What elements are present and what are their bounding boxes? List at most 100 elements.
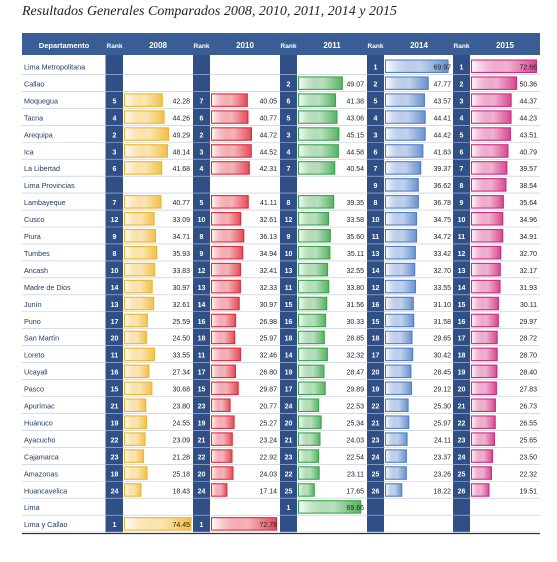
value-2011: 28.47 bbox=[346, 370, 364, 377]
bar-2011 bbox=[297, 76, 343, 90]
rank-2010: 4 bbox=[200, 166, 204, 173]
rank-2010: 7 bbox=[200, 98, 204, 105]
value-2015: 29.97 bbox=[519, 319, 537, 326]
rank-2014: 8 bbox=[374, 200, 378, 207]
rank-2014: 23 bbox=[372, 437, 380, 444]
value-2011: 25.34 bbox=[346, 420, 364, 427]
bar-2010 bbox=[210, 279, 241, 294]
bar-2014 bbox=[384, 330, 413, 345]
rank-2015: 4 bbox=[460, 115, 464, 122]
rank-2010: 12 bbox=[198, 268, 206, 275]
bar-2011 bbox=[297, 262, 329, 277]
rank-2015: 18 bbox=[458, 353, 466, 360]
bar-2014 bbox=[384, 195, 419, 209]
value-2010: 25.97 bbox=[259, 336, 277, 343]
rank-2015: 15 bbox=[458, 302, 466, 309]
bar-2008 bbox=[123, 228, 157, 243]
bar-2014 bbox=[384, 110, 426, 124]
bar-2015 bbox=[470, 449, 494, 463]
bar-2015 bbox=[470, 415, 496, 429]
value-2015: 43.51 bbox=[519, 132, 537, 139]
rank-2010: 23 bbox=[198, 404, 206, 411]
rank-2008: 17 bbox=[111, 319, 119, 326]
bar-2014 bbox=[384, 212, 418, 226]
rank-2014: 3 bbox=[374, 132, 378, 139]
rank-2015: 24 bbox=[458, 454, 466, 461]
rank-2011: 25 bbox=[285, 488, 293, 495]
table-row: Cajamarca 23 21.28 22 22.92 23 22.54 24 23.37 24 2… bbox=[22, 449, 540, 465]
table-row: Loreto 11 33.55 11 32.46 14 32.32 17 30.42 18 28.7… bbox=[22, 347, 540, 363]
column-header-6: 2011 bbox=[323, 41, 341, 50]
value-2014: 31.10 bbox=[433, 302, 451, 309]
bar-2014 bbox=[384, 76, 429, 90]
bar-2010 bbox=[210, 110, 249, 124]
bar-2015 bbox=[470, 381, 497, 396]
rank-2011: 13 bbox=[285, 268, 293, 275]
bar-2011 bbox=[297, 296, 328, 311]
rank-2008: 4 bbox=[113, 115, 117, 122]
department-name: Lima y Callao bbox=[24, 520, 68, 529]
rank-2015: 19 bbox=[458, 370, 466, 377]
value-2011: 41.38 bbox=[346, 98, 364, 105]
value-2008: 21.28 bbox=[172, 454, 190, 461]
rank-2011: 23 bbox=[285, 454, 293, 461]
rank-2008: 24 bbox=[111, 488, 119, 495]
value-2008: 35.93 bbox=[172, 251, 190, 258]
header-row-bg bbox=[22, 33, 540, 55]
rank-2015: 10 bbox=[458, 217, 466, 224]
rank-2015: 23 bbox=[458, 437, 466, 444]
bar-2008 bbox=[123, 127, 170, 141]
bar-2014 bbox=[384, 127, 426, 141]
bar-2011 bbox=[297, 228, 331, 243]
bar-2011 bbox=[297, 364, 325, 379]
table-row: Arequipa 2 49.29 2 44.72 3 45.15 3 44.42 5 43.51 bbox=[22, 127, 540, 143]
bar-2008 bbox=[123, 245, 158, 260]
table-row: La Libertad 6 41.68 4 42.31 7 40.54 7 39.37 7 39.5… bbox=[22, 161, 540, 177]
value-2010: 44.52 bbox=[259, 149, 277, 156]
value-2011: 24.03 bbox=[346, 437, 364, 444]
value-2011: 32.32 bbox=[346, 353, 364, 360]
value-2008: 27.34 bbox=[172, 370, 190, 377]
rank-2015: 9 bbox=[460, 200, 464, 207]
value-2010: 40.77 bbox=[259, 115, 277, 122]
bar-2015 bbox=[470, 110, 512, 124]
value-2010: 44.72 bbox=[259, 132, 277, 139]
rank-2014: 24 bbox=[372, 454, 380, 461]
bar-2014 bbox=[384, 313, 415, 328]
rank-2015: 12 bbox=[458, 251, 466, 258]
value-2010: 42.31 bbox=[259, 166, 277, 173]
value-2010: 72.78 bbox=[259, 522, 277, 529]
value-2014: 28.45 bbox=[433, 370, 451, 377]
value-2015: 26.73 bbox=[519, 404, 537, 411]
bar-2008 bbox=[123, 296, 155, 311]
bar-2008 bbox=[123, 415, 147, 429]
value-2008: 41.68 bbox=[172, 166, 190, 173]
value-2010: 20.77 bbox=[259, 404, 277, 411]
bar-2010 bbox=[210, 262, 242, 277]
rank-2014: 10 bbox=[372, 217, 380, 224]
value-2011: 23.11 bbox=[347, 471, 364, 478]
bar-2015 bbox=[470, 330, 498, 345]
bar-2014 bbox=[384, 93, 425, 107]
rank-2011: 22 bbox=[285, 471, 293, 478]
value-2010: 29.87 bbox=[259, 387, 277, 394]
bar-2015 bbox=[470, 262, 501, 277]
rank-2008: 9 bbox=[113, 234, 117, 241]
rank-band-2010 bbox=[193, 33, 210, 533]
rank-2015: 8 bbox=[460, 183, 464, 190]
department-name: Lambayeque bbox=[24, 198, 66, 207]
rank-2011: 21 bbox=[285, 437, 293, 444]
bar-2014 bbox=[384, 178, 419, 192]
department-name: Ucayali bbox=[24, 368, 48, 377]
bar-2008 bbox=[123, 466, 148, 480]
rank-2014: 26 bbox=[372, 488, 380, 495]
value-2008: 18.43 bbox=[172, 488, 190, 495]
value-2010: 34.94 bbox=[259, 251, 277, 258]
department-name: Ayacucho bbox=[24, 435, 55, 444]
column-header-7: Rank bbox=[368, 43, 384, 50]
bar-2008 bbox=[123, 161, 163, 175]
value-2014: 33.55 bbox=[433, 285, 451, 292]
bar-2011 bbox=[297, 381, 326, 396]
rank-2014: 7 bbox=[374, 166, 378, 173]
bar-2010 bbox=[210, 330, 236, 345]
